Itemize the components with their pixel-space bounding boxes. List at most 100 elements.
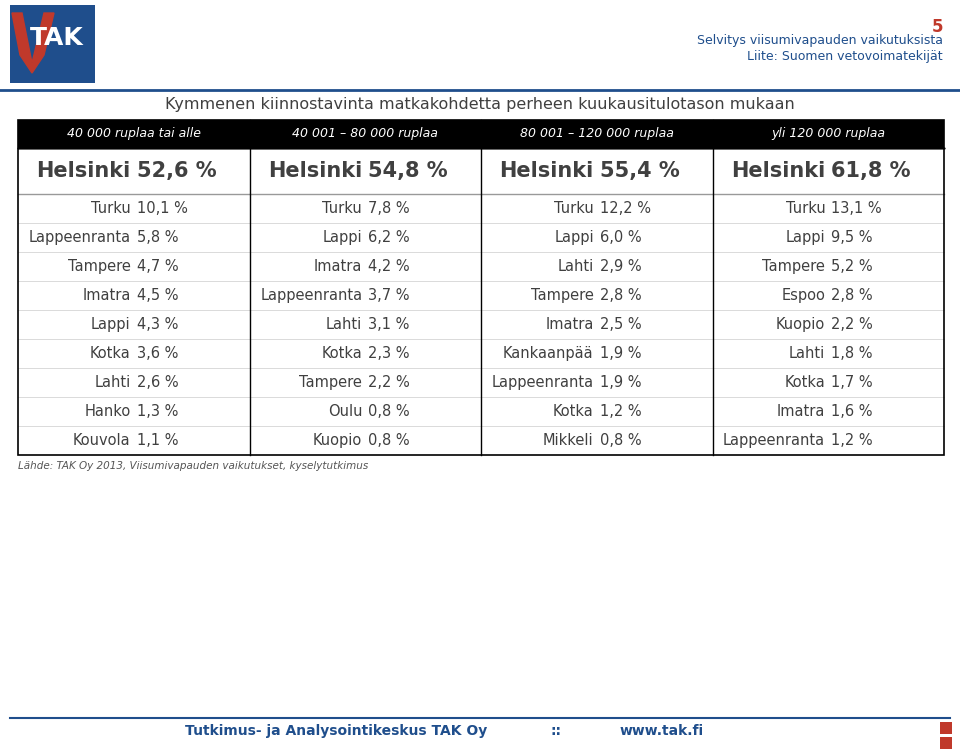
Text: 6,2 %: 6,2 % [369, 230, 410, 245]
Text: 40 001 – 80 000 ruplaa: 40 001 – 80 000 ruplaa [292, 127, 438, 141]
Text: Turku: Turku [323, 201, 362, 216]
Text: Helsinki: Helsinki [36, 161, 131, 181]
Text: Lähde: TAK Oy 2013, Viisumivapauden vaikutukset, kyselytutkimus: Lähde: TAK Oy 2013, Viisumivapauden vaik… [18, 461, 369, 471]
Text: 80 001 – 120 000 ruplaa: 80 001 – 120 000 ruplaa [519, 127, 674, 141]
Text: 0,8 %: 0,8 % [369, 404, 410, 419]
Text: Lahti: Lahti [789, 346, 826, 361]
Text: 1,2 %: 1,2 % [600, 404, 641, 419]
Text: 9,5 %: 9,5 % [831, 230, 873, 245]
Text: Liite: Suomen vetovoimatekijät: Liite: Suomen vetovoimatekijät [748, 50, 943, 63]
Text: 12,2 %: 12,2 % [600, 201, 651, 216]
Text: 1,6 %: 1,6 % [831, 404, 873, 419]
Text: Kotka: Kotka [553, 404, 593, 419]
Text: 1,9 %: 1,9 % [600, 346, 641, 361]
Text: Lappi: Lappi [91, 317, 131, 332]
Text: 1,2 %: 1,2 % [831, 433, 873, 448]
Text: Imatra: Imatra [777, 404, 826, 419]
Text: Lappi: Lappi [785, 230, 826, 245]
Text: 2,2 %: 2,2 % [831, 317, 873, 332]
Text: 4,3 %: 4,3 % [136, 317, 179, 332]
Text: www.tak.fi: www.tak.fi [620, 724, 704, 738]
Text: Turku: Turku [785, 201, 826, 216]
Bar [712, 120, 944, 148]
Text: Kuopio: Kuopio [776, 317, 826, 332]
Text: Kotka: Kotka [322, 346, 362, 361]
Text: 1,9 %: 1,9 % [600, 375, 641, 390]
Text: 3,6 %: 3,6 % [136, 346, 179, 361]
Text: Lappeenranta: Lappeenranta [723, 433, 826, 448]
Text: Imatra: Imatra [545, 317, 593, 332]
Text: Selvitys viisumivapauden vaikutuksista: Selvitys viisumivapauden vaikutuksista [697, 34, 943, 47]
Text: Kankaanpää: Kankaanpää [503, 346, 593, 361]
Text: 4,2 %: 4,2 % [369, 259, 410, 274]
Text: Tampere: Tampere [300, 375, 362, 390]
Text: Espoo: Espoo [781, 288, 826, 303]
Text: Imatra: Imatra [314, 259, 362, 274]
Text: 3,7 %: 3,7 % [369, 288, 410, 303]
Text: 0,8 %: 0,8 % [600, 433, 641, 448]
Bar [18, 120, 250, 148]
Text: 2,2 %: 2,2 % [369, 375, 410, 390]
Text: 61,8 %: 61,8 % [831, 161, 911, 181]
Text: 7,8 %: 7,8 % [369, 201, 410, 216]
Text: Mikkeli: Mikkeli [543, 433, 593, 448]
Bar [10, 5, 95, 83]
Text: 1,7 %: 1,7 % [831, 375, 873, 390]
Text: Lappi: Lappi [554, 230, 593, 245]
Text: 13,1 %: 13,1 % [831, 201, 882, 216]
Polygon shape [12, 13, 54, 73]
Text: ::: :: [550, 724, 562, 738]
Text: Tampere: Tampere [68, 259, 131, 274]
Text: 1,1 %: 1,1 % [136, 433, 179, 448]
Text: 4,5 %: 4,5 % [136, 288, 179, 303]
Text: Lahti: Lahti [326, 317, 362, 332]
Text: 5: 5 [931, 18, 943, 36]
Text: Kouvola: Kouvola [73, 433, 131, 448]
Bar [940, 722, 952, 734]
Text: Oulu: Oulu [327, 404, 362, 419]
Bar [481, 120, 712, 148]
Text: Lahti: Lahti [94, 375, 131, 390]
Bar [250, 120, 481, 148]
Text: 0,8 %: 0,8 % [369, 433, 410, 448]
Text: Kotka: Kotka [90, 346, 131, 361]
Text: Lappeenranta: Lappeenranta [492, 375, 593, 390]
Text: 54,8 %: 54,8 % [369, 161, 448, 181]
Text: Kuopio: Kuopio [313, 433, 362, 448]
Text: Helsinki: Helsinki [499, 161, 593, 181]
Text: Helsinki: Helsinki [731, 161, 826, 181]
Text: 55,4 %: 55,4 % [600, 161, 680, 181]
Text: 6,0 %: 6,0 % [600, 230, 641, 245]
Text: Kotka: Kotka [784, 375, 826, 390]
Text: 2,6 %: 2,6 % [136, 375, 179, 390]
Text: Kymmenen kiinnostavinta matkakohdetta perheen kuukausitulotason mukaan: Kymmenen kiinnostavinta matkakohdetta pe… [165, 97, 795, 112]
Text: 2,5 %: 2,5 % [600, 317, 641, 332]
Bar [940, 737, 952, 749]
Bar [18, 120, 944, 455]
Text: 2,8 %: 2,8 % [600, 288, 641, 303]
Text: 10,1 %: 10,1 % [136, 201, 187, 216]
Text: Hanko: Hanko [84, 404, 131, 419]
Text: 5,8 %: 5,8 % [136, 230, 179, 245]
Text: 4,7 %: 4,7 % [136, 259, 179, 274]
Text: yli 120 000 ruplaa: yli 120 000 ruplaa [771, 127, 885, 141]
Text: 5,2 %: 5,2 % [831, 259, 873, 274]
Text: Lappeenranta: Lappeenranta [29, 230, 131, 245]
Text: Lappi: Lappi [323, 230, 362, 245]
Text: 40 000 ruplaa tai alle: 40 000 ruplaa tai alle [67, 127, 201, 141]
Text: Turku: Turku [91, 201, 131, 216]
Text: 1,3 %: 1,3 % [136, 404, 179, 419]
Text: Imatra: Imatra [83, 288, 131, 303]
Text: Tutkimus- ja Analysointikeskus TAK Oy: Tutkimus- ja Analysointikeskus TAK Oy [185, 724, 488, 738]
Text: Helsinki: Helsinki [268, 161, 362, 181]
Text: TAK: TAK [30, 25, 84, 49]
Text: 2,8 %: 2,8 % [831, 288, 873, 303]
Text: 2,9 %: 2,9 % [600, 259, 641, 274]
Text: Tampere: Tampere [762, 259, 826, 274]
Text: Tampere: Tampere [531, 288, 593, 303]
Text: Lahti: Lahti [558, 259, 593, 274]
Text: 3,1 %: 3,1 % [369, 317, 410, 332]
Text: Turku: Turku [554, 201, 593, 216]
Text: 52,6 %: 52,6 % [136, 161, 216, 181]
Text: 2,3 %: 2,3 % [369, 346, 410, 361]
